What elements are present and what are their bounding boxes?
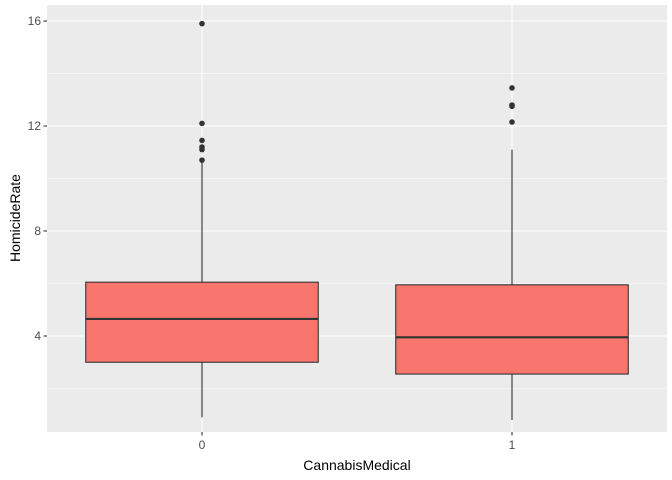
outlier-point	[199, 137, 205, 144]
box-iqr	[85, 281, 319, 363]
outlier-point	[509, 85, 515, 91]
y-tick-label: 4	[34, 329, 41, 343]
y-tick-label: 8	[34, 224, 41, 238]
box-iqr	[395, 284, 629, 375]
outlier-point	[199, 20, 205, 27]
x-tick-label: 0	[199, 438, 206, 452]
y-axis-title: HomicideRate	[7, 174, 23, 262]
box-series	[85, 20, 629, 420]
box-0	[85, 20, 319, 418]
outlier-point	[199, 144, 205, 150]
x-axis-title: CannabisMedical	[303, 457, 410, 473]
outlier-point	[199, 120, 205, 127]
box-1	[395, 85, 629, 420]
y-axis: 4 8 12 16	[28, 14, 47, 343]
outlier-point	[199, 157, 205, 163]
y-tick-label: 16	[28, 14, 42, 28]
outlier-point	[509, 119, 515, 125]
y-tick-label: 12	[28, 119, 42, 133]
outlier-point	[509, 102, 515, 108]
x-tick-label: 1	[509, 438, 516, 452]
